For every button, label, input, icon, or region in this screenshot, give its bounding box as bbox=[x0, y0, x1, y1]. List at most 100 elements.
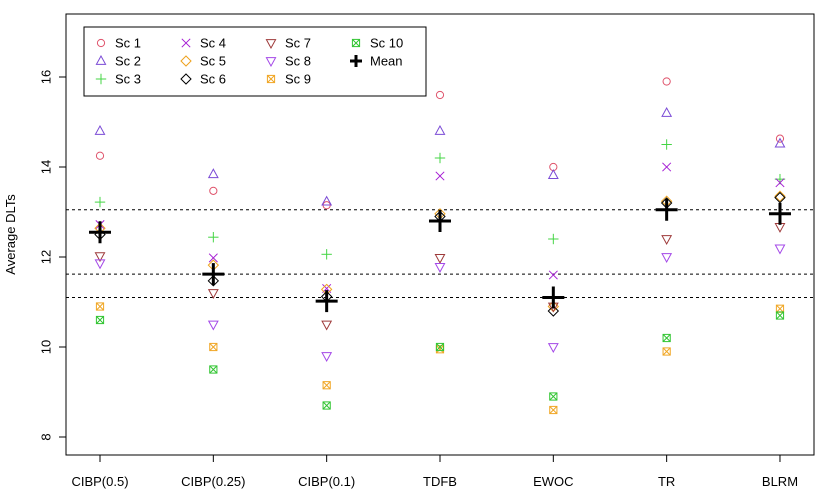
data-point bbox=[434, 263, 446, 273]
legend-item: Sc 5 bbox=[180, 54, 226, 69]
data-point bbox=[207, 275, 220, 287]
data-point bbox=[661, 106, 673, 117]
data-point bbox=[209, 365, 218, 374]
series-sc-2 bbox=[94, 106, 786, 206]
data-point bbox=[547, 343, 559, 354]
x-tick-label: TR bbox=[658, 474, 675, 489]
legend-label: Sc 8 bbox=[285, 54, 311, 69]
legend-label: Sc 7 bbox=[285, 36, 311, 51]
series-sc-3 bbox=[94, 139, 786, 260]
data-point bbox=[89, 221, 111, 244]
legend-item: Sc 6 bbox=[180, 72, 226, 87]
data-point bbox=[322, 401, 331, 410]
data-point bbox=[95, 315, 105, 325]
legend-marker bbox=[95, 54, 107, 65]
legend-label: Sc 4 bbox=[200, 36, 226, 51]
series-sc-4 bbox=[95, 162, 785, 294]
data-point bbox=[434, 254, 446, 264]
legend-label: Sc 9 bbox=[285, 72, 311, 87]
x-tick-label: TDFB bbox=[423, 474, 457, 489]
x-axis: CIBP(0.5) CIBP(0.25) CIBP(0.1) TDFB EWOC TR BL… bbox=[71, 454, 798, 489]
data-point bbox=[94, 252, 106, 263]
data-point bbox=[94, 259, 106, 270]
legend-item: Sc 7 bbox=[265, 36, 311, 51]
data-point bbox=[775, 311, 785, 320]
data-point bbox=[207, 320, 219, 331]
x-tick-label: BLRM bbox=[762, 474, 798, 489]
data-point bbox=[208, 232, 219, 243]
reference-lines bbox=[66, 209, 814, 298]
series-mean bbox=[89, 198, 791, 313]
data-point bbox=[775, 178, 785, 188]
data-point bbox=[207, 289, 219, 300]
y-axis: 8 10 12 14 16 bbox=[39, 70, 67, 441]
data-point bbox=[207, 168, 219, 179]
data-point bbox=[435, 342, 445, 352]
data-point bbox=[768, 202, 791, 225]
legend-item: Sc 10 bbox=[351, 36, 403, 51]
data-point bbox=[774, 137, 786, 148]
legend-item: Sc 3 bbox=[95, 72, 141, 87]
data-point bbox=[661, 139, 672, 150]
legend-marker bbox=[265, 39, 277, 50]
data-point bbox=[774, 191, 786, 204]
legend-marker bbox=[351, 38, 361, 48]
data-point bbox=[548, 233, 559, 245]
data-point bbox=[95, 302, 105, 311]
legend-label: Sc 10 bbox=[370, 36, 403, 51]
legend-marker bbox=[350, 55, 362, 67]
data-point bbox=[662, 77, 671, 86]
series-sc-10 bbox=[95, 311, 785, 410]
y-tick-label: 14 bbox=[39, 160, 54, 174]
legend-label: Sc 6 bbox=[200, 72, 226, 87]
data-points bbox=[89, 77, 791, 415]
y-tick-label: 8 bbox=[39, 433, 54, 440]
legend-label: Sc 1 bbox=[115, 36, 141, 51]
data-point bbox=[547, 305, 560, 317]
data-point bbox=[321, 352, 333, 363]
data-point bbox=[549, 392, 558, 401]
legend-marker bbox=[180, 55, 192, 67]
data-point bbox=[322, 381, 331, 390]
data-point bbox=[321, 320, 333, 331]
x-tick-label: EWOC bbox=[533, 474, 573, 489]
series-sc-8 bbox=[94, 244, 786, 363]
legend-item: Sc 4 bbox=[181, 36, 226, 51]
data-point bbox=[662, 162, 672, 172]
data-point bbox=[321, 195, 333, 206]
data-point bbox=[775, 304, 785, 313]
data-point bbox=[547, 169, 559, 179]
legend: Sc 1 Sc 2 Sc 3 Sc 4 Sc 5 Sc 6 Sc 7 Sc 8 Sc 9 Sc 1… bbox=[83, 26, 427, 97]
legend-item: Sc 9 bbox=[266, 72, 311, 87]
data-point bbox=[655, 198, 678, 221]
x-tick-label: CIBP(0.1) bbox=[298, 474, 355, 489]
legend-label: Sc 2 bbox=[115, 54, 141, 69]
data-point bbox=[315, 290, 338, 313]
legend-item: Sc 1 bbox=[96, 36, 141, 51]
data-point bbox=[434, 152, 446, 164]
legend-marker bbox=[96, 38, 106, 48]
data-point bbox=[321, 249, 332, 260]
data-point bbox=[208, 253, 218, 263]
y-tick-label: 16 bbox=[39, 70, 54, 84]
legend-marker bbox=[181, 38, 191, 48]
data-point bbox=[661, 253, 673, 264]
data-point bbox=[428, 210, 451, 232]
data-point bbox=[661, 235, 673, 246]
data-point bbox=[775, 134, 785, 143]
data-point bbox=[95, 151, 105, 160]
legend-item: Sc 8 bbox=[265, 54, 311, 69]
legend-marker bbox=[265, 57, 277, 68]
data-point bbox=[548, 270, 558, 280]
data-point bbox=[542, 286, 565, 309]
data-point bbox=[434, 124, 446, 135]
data-point bbox=[435, 90, 445, 100]
data-point bbox=[774, 190, 786, 202]
data-point bbox=[435, 171, 445, 181]
legend-marker bbox=[95, 73, 107, 85]
y-axis-title: Average DLTs bbox=[3, 194, 18, 275]
legend-label: Sc 3 bbox=[115, 72, 141, 87]
series-sc-9 bbox=[95, 302, 785, 415]
legend-item: Mean bbox=[350, 54, 403, 69]
legend-marker bbox=[266, 74, 276, 84]
